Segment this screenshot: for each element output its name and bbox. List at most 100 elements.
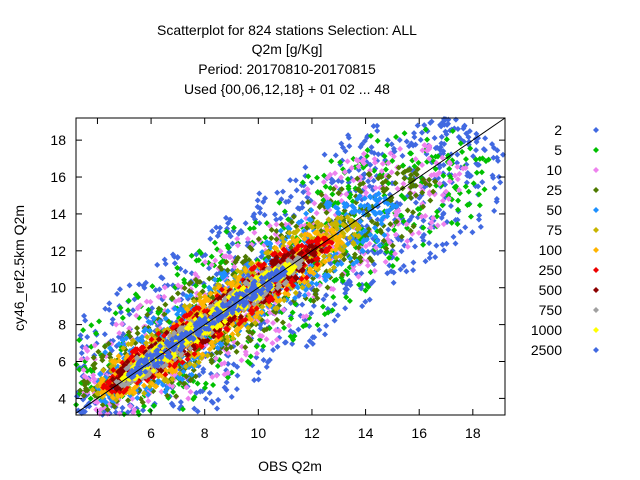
scatter-point-5 — [76, 337, 83, 344]
scatter-point-10 — [155, 293, 162, 300]
scatter-point-10 — [209, 374, 216, 381]
scatter-point-50 — [357, 202, 364, 209]
scatter-point-2 — [374, 127, 381, 134]
scatter-point-5 — [345, 185, 352, 192]
scatter-point-750 — [123, 365, 130, 372]
scatter-point-10 — [145, 398, 152, 405]
scatter-point-25 — [248, 246, 255, 253]
scatter-point-2 — [255, 376, 262, 383]
scatter-point-2 — [170, 251, 177, 258]
scatter-point-50 — [106, 345, 113, 352]
scatter-point-500 — [273, 254, 280, 261]
scatter-point-250 — [238, 318, 245, 325]
scatter-point-25 — [245, 334, 252, 341]
scatter-point-75 — [356, 224, 363, 231]
scatter-point-2 — [322, 331, 329, 338]
scatter-point-2 — [254, 197, 261, 204]
scatter-point-10 — [84, 355, 91, 362]
scatter-point-2 — [442, 128, 449, 135]
scatter-point-25 — [194, 279, 201, 286]
scatter-point-2500 — [154, 347, 161, 354]
reference-line — [75, 117, 506, 414]
scatter-point-500 — [191, 345, 198, 352]
scatter-point-10 — [451, 172, 458, 179]
scatter-point-75 — [259, 303, 266, 310]
scatter-point-50 — [119, 337, 126, 344]
scatter-point-2 — [390, 269, 397, 276]
scatter-point-25 — [187, 279, 194, 286]
scatter-point-2 — [260, 357, 267, 364]
scatter-point-750 — [251, 300, 258, 307]
scatter-point-25 — [430, 188, 437, 195]
scatter-point-2 — [228, 393, 235, 400]
scatter-point-250 — [179, 359, 186, 366]
scatter-point-100 — [246, 315, 253, 322]
scatter-point-25 — [155, 305, 162, 312]
scatter-point-250 — [122, 387, 129, 394]
scatter-point-1000 — [291, 263, 298, 270]
scatter-point-2 — [432, 145, 439, 152]
scatter-point-2 — [217, 224, 224, 231]
scatter-point-100 — [201, 298, 208, 305]
scatter-point-25 — [273, 236, 280, 243]
scatter-point-75 — [320, 253, 327, 260]
legend-marker — [593, 167, 599, 173]
scatter-point-250 — [293, 246, 300, 253]
scatter-point-50 — [356, 208, 363, 215]
scatter-point-25 — [387, 221, 394, 228]
scatter-point-5 — [223, 228, 230, 235]
scatter-point-750 — [242, 280, 249, 287]
scatter-point-25 — [407, 194, 414, 201]
scatter-point-5 — [147, 407, 154, 414]
scatter-point-2 — [342, 305, 349, 312]
scatter-point-2 — [266, 357, 273, 364]
scatter-point-50 — [378, 217, 385, 224]
legend-label: 75 — [546, 222, 562, 238]
scatter-point-50 — [291, 295, 298, 302]
scatter-point-2500 — [201, 325, 208, 332]
scatter-point-2 — [390, 279, 397, 286]
scatter-point-2 — [362, 298, 369, 305]
scatter-point-5 — [473, 169, 480, 176]
scatter-point-5 — [319, 303, 326, 310]
scatter-point-10 — [169, 383, 176, 390]
scatter-point-5 — [330, 293, 337, 300]
scatter-point-2500 — [144, 352, 151, 359]
scatter-point-10 — [305, 190, 312, 197]
scatter-point-5 — [191, 394, 198, 401]
scatter-point-25 — [401, 175, 408, 182]
title-line-3: Period: 20170810-20170815 — [198, 61, 376, 77]
scatter-point-25 — [208, 351, 215, 358]
scatter-point-2 — [470, 153, 477, 160]
scatter-point-2500 — [157, 343, 164, 350]
scatter-point-5 — [300, 323, 307, 330]
scatter-point-10 — [343, 191, 350, 198]
scatter-point-500 — [229, 315, 236, 322]
scatter-point-5 — [117, 304, 124, 311]
scatter-point-2 — [106, 306, 113, 313]
scatter-point-75 — [330, 264, 337, 271]
scatter-point-25 — [290, 213, 297, 220]
scatter-point-100 — [235, 326, 242, 333]
scatter-point-50 — [361, 195, 368, 202]
scatter-point-10 — [371, 267, 378, 274]
scatter-point-5 — [170, 389, 177, 396]
scatter-point-5 — [446, 165, 453, 172]
scatter-point-500 — [299, 266, 306, 273]
scatter-point-2 — [462, 224, 469, 231]
scatter-point-2 — [384, 137, 391, 144]
scatter-point-100 — [199, 351, 206, 358]
scatter-point-750 — [208, 329, 215, 336]
scatter-point-100 — [301, 235, 308, 242]
scatter-point-25 — [174, 290, 181, 297]
scatter-point-2 — [202, 395, 209, 402]
scatter-point-2 — [310, 302, 317, 309]
scatter-point-2 — [293, 187, 300, 194]
scatter-point-75 — [141, 390, 148, 397]
scatter-point-2500 — [265, 279, 272, 286]
legend-marker — [593, 227, 599, 233]
scatter-point-5 — [476, 202, 483, 209]
scatter-point-2 — [294, 205, 301, 212]
scatter-point-50 — [221, 269, 228, 276]
scatter-point-5 — [314, 321, 321, 328]
